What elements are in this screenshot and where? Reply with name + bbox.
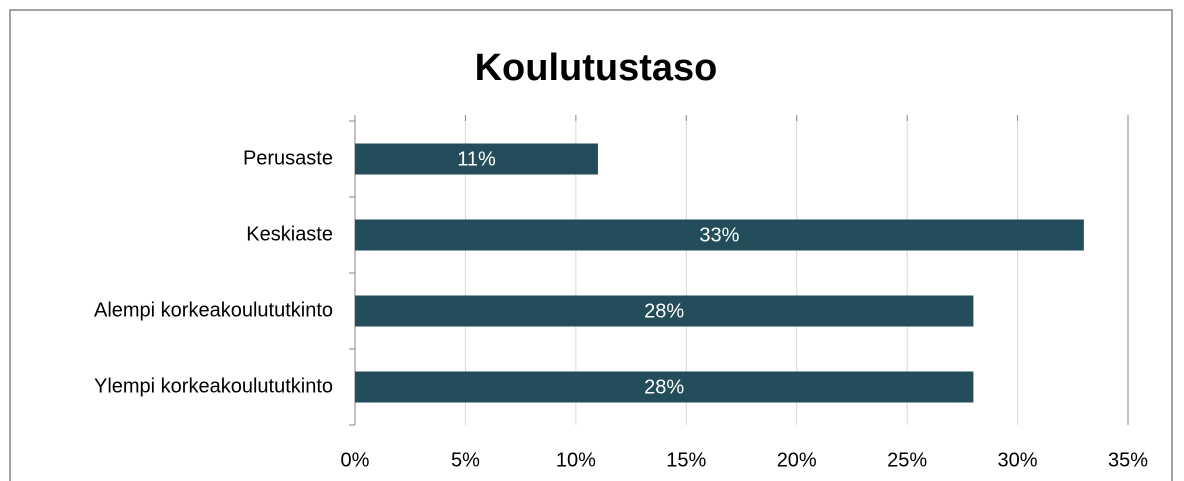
x-tick-label: 35%	[1108, 449, 1148, 471]
y-tick-label: Perusaste	[243, 147, 333, 169]
x-tick-label: 20%	[777, 449, 817, 471]
x-tick-label: 15%	[666, 449, 706, 471]
y-tick-label: Alempi korkeakoulututkinto	[94, 299, 333, 321]
bar	[355, 371, 974, 403]
chart-title: Koulutustaso	[475, 47, 718, 89]
data-label: 33%	[699, 224, 739, 246]
x-tick-label: 30%	[998, 449, 1038, 471]
data-label: 11%	[457, 148, 496, 170]
x-tick-label: 25%	[887, 449, 927, 471]
x-tick-label: 0%	[341, 449, 370, 471]
bar	[355, 219, 1084, 251]
y-tick-label: Ylempi korkeakoulututkinto	[94, 375, 333, 397]
data-label: 28%	[644, 300, 684, 322]
bar	[355, 295, 974, 327]
y-tick-label: Keskiaste	[246, 223, 333, 245]
data-label: 28%	[644, 376, 684, 398]
x-tick-label: 5%	[451, 449, 480, 471]
bar	[355, 143, 598, 175]
x-tick-label: 10%	[556, 449, 596, 471]
chart-border	[9, 9, 1173, 481]
